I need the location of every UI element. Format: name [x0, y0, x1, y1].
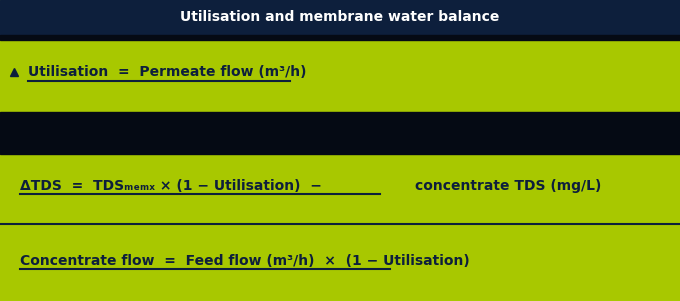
Text: Utilisation  =  Permeate flow (m³/h): Utilisation = Permeate flow (m³/h) [28, 65, 307, 79]
Bar [0, 112, 680, 154]
Bar [0, 35, 680, 40]
Text: Concentrate flow  =  Feed flow (m³/h)  ×  (1 − Utilisation): Concentrate flow = Feed flow (m³/h) × (1… [20, 254, 470, 268]
Text: concentrate TDS (mg/L): concentrate TDS (mg/L) [415, 178, 601, 193]
Text: Utilisation and membrane water balance: Utilisation and membrane water balance [180, 10, 500, 24]
Bar [0, 0, 680, 35]
Text: ΔTDS  =  TDSₘₑₘₓ × (1 − Utilisation)  −: ΔTDS = TDSₘₑₘₓ × (1 − Utilisation) − [20, 178, 322, 193]
